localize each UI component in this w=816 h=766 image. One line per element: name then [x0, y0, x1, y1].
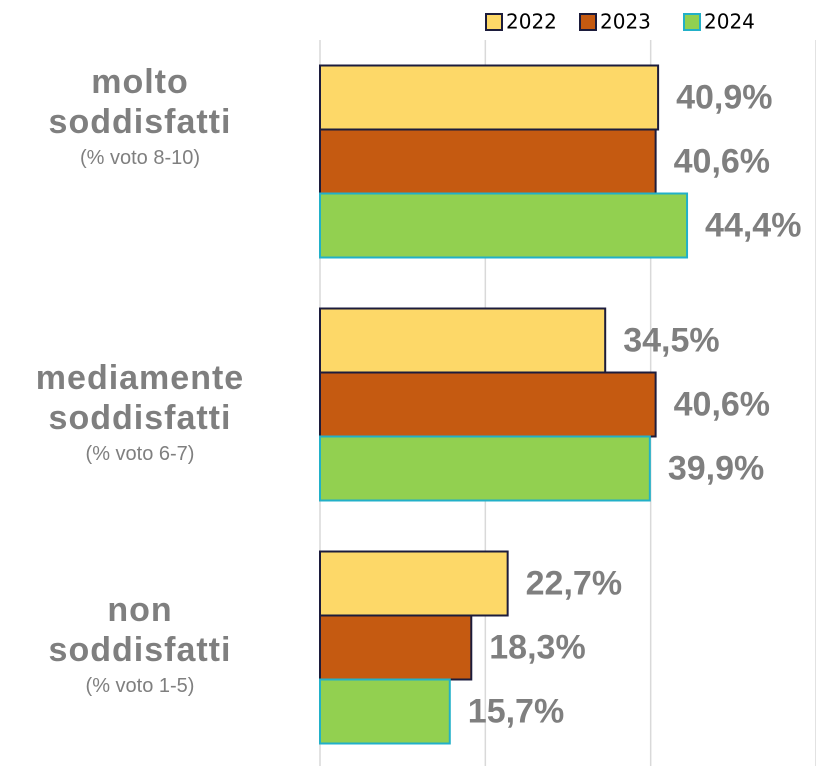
legend-swatch — [579, 13, 597, 31]
category-note: (% voto 6-7) — [85, 443, 195, 465]
value-label: 18,3% — [489, 628, 585, 666]
legend-swatch — [683, 13, 701, 31]
bar — [319, 550, 509, 617]
value-label: 40,9% — [676, 78, 772, 116]
value-label: 39,9% — [668, 449, 764, 487]
value-label: 34,5% — [623, 321, 719, 359]
bar — [319, 128, 657, 195]
bar — [319, 371, 657, 438]
bar — [319, 678, 451, 745]
legend-swatch — [485, 13, 503, 31]
category-note: (% voto 8-10) — [79, 147, 201, 169]
bar — [319, 307, 607, 374]
value-label: 44,4% — [705, 206, 801, 244]
legend-label: 2024 — [704, 10, 755, 34]
category-label: non soddisfatti — [48, 591, 232, 669]
bar — [319, 192, 689, 259]
bar — [319, 64, 660, 131]
category-label: molto soddisfatti — [48, 63, 232, 141]
value-label: 15,7% — [468, 692, 564, 730]
value-label: 22,7% — [526, 564, 622, 602]
category-label: mediamente soddisfatti — [35, 359, 245, 437]
bar — [319, 435, 651, 502]
legend-label: 2023 — [600, 10, 651, 34]
bar — [319, 614, 473, 681]
value-label: 40,6% — [674, 142, 770, 180]
value-label: 40,6% — [674, 385, 770, 423]
category-note: (% voto 1-5) — [85, 675, 195, 697]
legend-label: 2022 — [506, 10, 557, 34]
